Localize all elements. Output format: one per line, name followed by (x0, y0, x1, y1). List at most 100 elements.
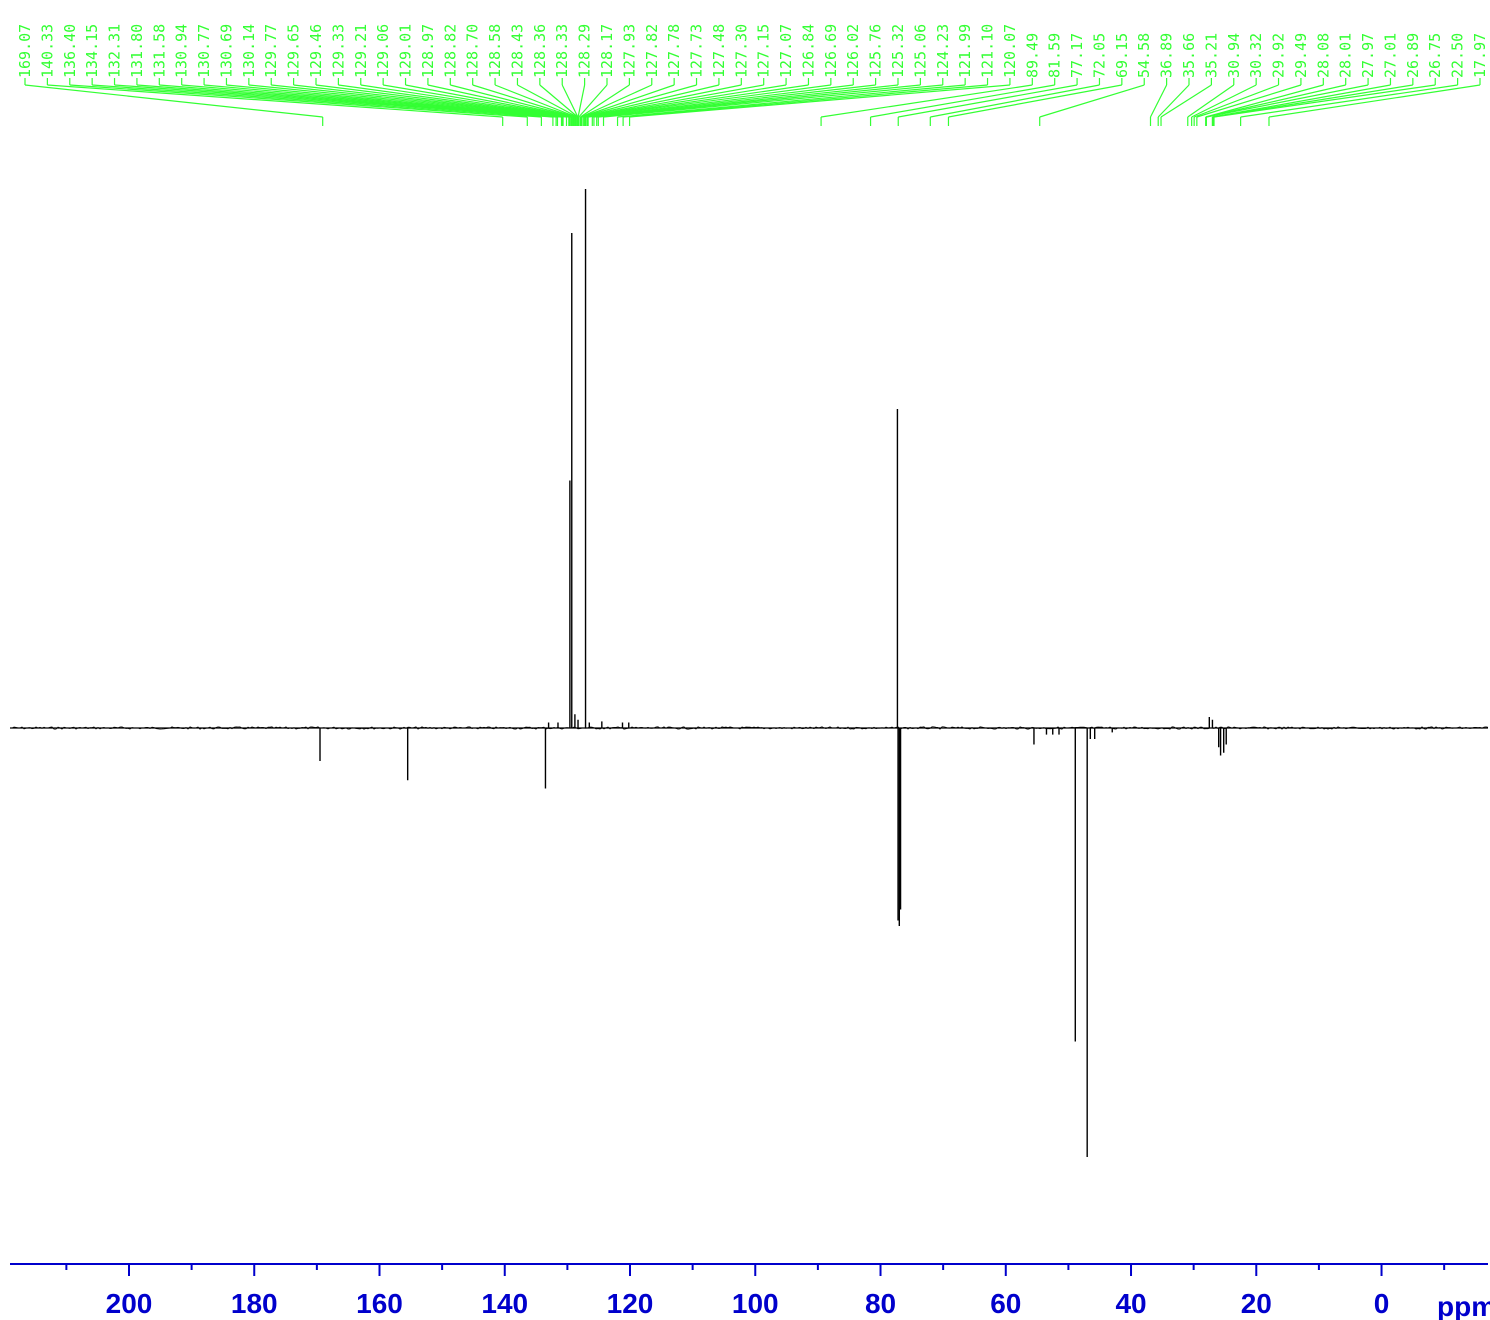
peak-leader (623, 84, 988, 118)
x-axis-tick-label: 180 (231, 1288, 278, 1319)
x-axis-tick-label: 160 (356, 1288, 403, 1319)
peak-leader (517, 84, 578, 118)
peak-label: 128.29 (576, 24, 594, 78)
peak-leader (450, 84, 575, 118)
peak-label: 129.77 (262, 24, 280, 78)
peak-label: 69.15 (1113, 33, 1131, 78)
peak-leader (1206, 84, 1369, 118)
peak-label: 17.97 (1471, 33, 1489, 78)
peak-label: 128.43 (509, 24, 527, 78)
peak-leader (585, 84, 787, 118)
peak-label: 128.82 (441, 24, 459, 78)
x-axis-tick-label: 200 (106, 1288, 153, 1319)
peak-leader (820, 84, 1033, 118)
peak-label: 127.48 (710, 24, 728, 78)
peak-label: 121.10 (979, 24, 997, 78)
peak-label: 35.21 (1202, 33, 1220, 78)
peak-label: 128.70 (464, 24, 482, 78)
peak-label: 132.31 (106, 24, 124, 78)
peak-leader (383, 84, 574, 118)
peak-leader (603, 84, 943, 118)
peak-label: 140.33 (38, 24, 56, 78)
peak-leader (1205, 84, 1346, 118)
peak-leader (338, 84, 572, 118)
peak-leader (588, 84, 831, 118)
peak-leader (1240, 84, 1458, 118)
peak-leader (494, 84, 577, 118)
peak-label: 125.06 (911, 24, 929, 78)
peak-leader (948, 84, 1122, 118)
peak-leader (1149, 84, 1168, 118)
peak-label: 128.36 (531, 24, 549, 78)
peak-label: 35.66 (1180, 33, 1198, 78)
peak-leader (581, 84, 675, 118)
peak-leader (1193, 84, 1279, 118)
peak-label: 29.49 (1292, 33, 1310, 78)
peak-leader (427, 84, 574, 118)
peak-label: 131.80 (128, 24, 146, 78)
peak-leader (92, 84, 542, 118)
spectrum-noise (9, 726, 1489, 730)
peak-label: 129.33 (329, 24, 347, 78)
x-axis-tick-label: 40 (1115, 1288, 1146, 1319)
peak-label: 81.59 (1046, 33, 1064, 78)
peak-label: 136.40 (61, 24, 79, 78)
peak-leader (1157, 84, 1190, 118)
peak-label: 130.77 (195, 24, 213, 78)
peak-leader (898, 84, 1078, 118)
peak-leader (580, 84, 653, 118)
peak-label: 129.46 (307, 24, 325, 78)
peak-leader (583, 84, 720, 118)
peak-label: 127.73 (688, 24, 706, 78)
peak-leader (930, 84, 1100, 118)
peak-label: 126.84 (800, 24, 818, 78)
peak-leader (539, 84, 579, 118)
spectrum-trace-group (9, 189, 1489, 1157)
x-axis: 200 180 160 140 120 100 80 60 40 20 0 ppm (10, 1263, 1490, 1320)
x-axis-unit-label: ppm (1437, 1291, 1490, 1320)
x-axis-tick-label: 60 (990, 1288, 1021, 1319)
peak-label: 125.76 (867, 24, 885, 78)
peak-label: 128.17 (598, 24, 616, 78)
peak-label: 30.94 (1225, 33, 1243, 78)
peak-leader (1205, 84, 1324, 118)
peak-label: 129.65 (285, 24, 303, 78)
peak-label: 26.89 (1404, 33, 1422, 78)
peak-leader (1212, 84, 1391, 118)
peak-leader (629, 84, 1010, 118)
peak-leader (593, 84, 876, 118)
peak-leader (580, 84, 630, 118)
peak-leader (585, 84, 764, 118)
peak-label: 130.94 (173, 24, 191, 78)
peak-label: 28.01 (1337, 33, 1355, 78)
peak-leader (1187, 84, 1235, 118)
peak-leader (577, 84, 586, 118)
peak-leader (248, 84, 567, 118)
peak-label: 129.21 (352, 24, 370, 78)
x-axis-tick-label: 100 (732, 1288, 779, 1319)
peak-leader (226, 84, 564, 118)
x-axis-tick-label: 140 (481, 1288, 528, 1319)
peak-label: 127.30 (732, 24, 750, 78)
peak-leader (578, 84, 608, 118)
peak-label: 36.89 (1158, 33, 1176, 78)
peak-leader (1268, 84, 1481, 118)
peak-label: 22.50 (1449, 33, 1467, 78)
peak-label: 121.99 (956, 24, 974, 78)
peak-label: 126.02 (844, 24, 862, 78)
peak-leader (584, 84, 742, 118)
peak-leader (617, 84, 966, 118)
peak-label: 127.78 (665, 24, 683, 78)
peak-label: 127.82 (643, 24, 661, 78)
peak-label: 28.08 (1314, 33, 1332, 78)
peak-label: 128.33 (553, 24, 571, 78)
peak-label: 128.97 (419, 24, 437, 78)
peak-label: 130.69 (218, 24, 236, 78)
peak-leader (581, 84, 697, 118)
peak-label: 127.93 (620, 24, 638, 78)
peak-label: 124.23 (934, 24, 952, 78)
peak-label: 72.05 (1091, 33, 1109, 78)
peak-label: 127.07 (777, 24, 795, 78)
peak-leader (24, 84, 323, 118)
